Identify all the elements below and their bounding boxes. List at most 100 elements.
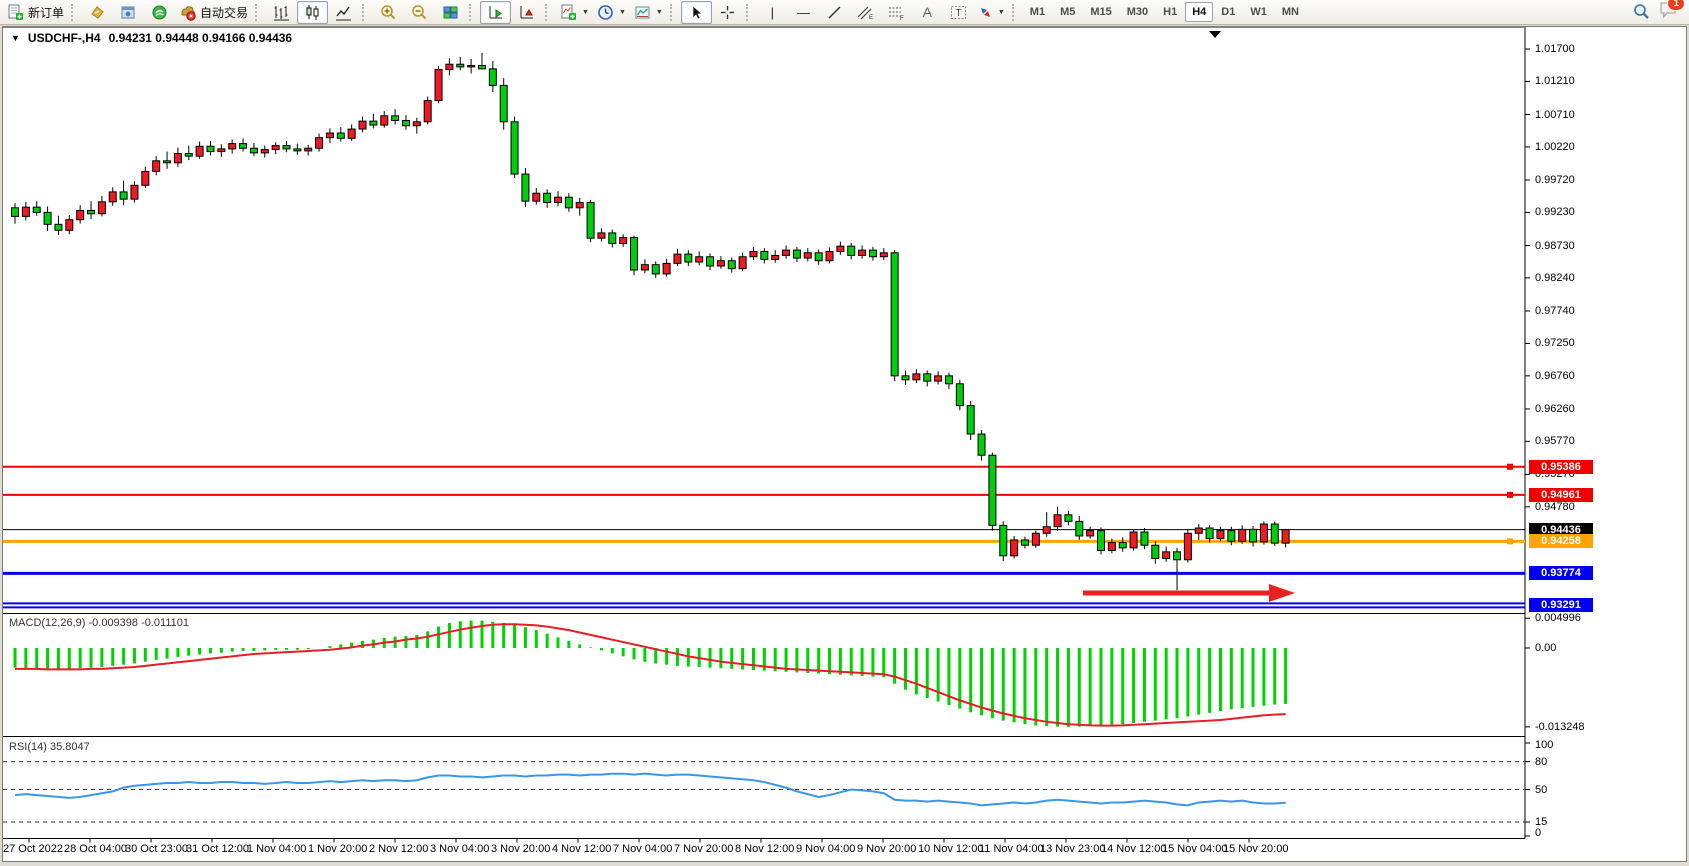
arrow-annotation[interactable] bbox=[1083, 584, 1295, 602]
notifications-button[interactable]: 1 bbox=[1659, 0, 1685, 23]
bear-candle bbox=[999, 524, 1008, 557]
line-price-badge: 0.93291 bbox=[1529, 598, 1593, 613]
price-axis-tick: 0.96260 bbox=[1535, 402, 1575, 415]
bear-candle bbox=[163, 160, 172, 164]
crosshair-icon bbox=[720, 5, 734, 19]
search-icon[interactable] bbox=[1633, 3, 1651, 21]
bull-candle bbox=[434, 69, 443, 102]
line-chart-button[interactable] bbox=[328, 1, 359, 24]
bull-candle bbox=[1162, 551, 1171, 559]
timeframe-button-m5[interactable]: M5 bbox=[1060, 6, 1076, 18]
auto-scroll-button[interactable] bbox=[480, 0, 512, 24]
timeframe-button-m30[interactable]: M30 bbox=[1126, 6, 1149, 18]
timeframe-button-m1[interactable]: M1 bbox=[1029, 6, 1046, 18]
bull-candle bbox=[1129, 531, 1138, 549]
bear-candle bbox=[336, 132, 345, 139]
price-line-objects[interactable] bbox=[3, 463, 1525, 609]
rsi-axis-tick: 50 bbox=[1535, 783, 1548, 796]
templates-button[interactable]: ▼ bbox=[630, 1, 667, 24]
macd-axis-tick: -0.013248 bbox=[1535, 720, 1585, 733]
new-order-button[interactable]: 新订单 bbox=[3, 1, 68, 24]
bear-candle bbox=[684, 253, 693, 263]
bull-candle bbox=[640, 264, 649, 271]
timeframe-button-d1[interactable]: D1 bbox=[1221, 6, 1236, 18]
toolbar-grip bbox=[545, 3, 551, 21]
text-label-tool-button[interactable]: T bbox=[943, 1, 974, 24]
bear-candle bbox=[651, 264, 660, 275]
crosshair-tool-button[interactable] bbox=[712, 1, 743, 24]
price-axis-tick: 0.97740 bbox=[1535, 305, 1575, 317]
bull-candle bbox=[1031, 532, 1040, 546]
chart-shift-marker[interactable] bbox=[1209, 31, 1221, 38]
zoom-out-button[interactable] bbox=[404, 1, 435, 24]
candlestick-chart-button[interactable] bbox=[297, 0, 329, 24]
bull-candle bbox=[934, 375, 943, 382]
bear-candle bbox=[1140, 531, 1149, 546]
periods-button[interactable]: ▼ bbox=[593, 1, 630, 24]
timeframe-button-m15[interactable]: M15 bbox=[1090, 6, 1112, 18]
bear-candle bbox=[630, 237, 639, 271]
bull-candle bbox=[21, 206, 30, 217]
bear-candle bbox=[814, 252, 823, 262]
bear-candle bbox=[706, 256, 715, 267]
bear-candle bbox=[239, 143, 248, 149]
autotrading-icon bbox=[181, 5, 196, 21]
bull-candle bbox=[912, 373, 921, 381]
price-axis-tick: 0.95770 bbox=[1535, 435, 1575, 448]
arrows-tool-button[interactable]: ▼ bbox=[974, 1, 1009, 24]
bar-chart-button[interactable] bbox=[266, 1, 297, 24]
macd-axis-tick: 0.004996 bbox=[1535, 612, 1581, 625]
indicators-button[interactable]: ▼ bbox=[556, 1, 593, 24]
time-axis-label: 15 Nov 04:00 bbox=[1162, 843, 1228, 855]
macd-axis-tick: 0.00 bbox=[1535, 642, 1557, 654]
time-axis-label: 27 Oct 2022 bbox=[3, 843, 63, 855]
autotrading-button[interactable]: 自动交易 bbox=[175, 1, 252, 24]
text-label-icon: T bbox=[950, 5, 966, 19]
price-axis-tick: 0.99230 bbox=[1535, 206, 1575, 219]
price-axis-tick: 0.94780 bbox=[1535, 500, 1575, 513]
bear-candle bbox=[54, 223, 63, 231]
zoom-in-icon bbox=[381, 4, 396, 19]
bear-candle bbox=[727, 260, 736, 270]
macd-histogram bbox=[13, 620, 1288, 727]
vertical-line-icon: | bbox=[770, 4, 775, 20]
chart-shift-button[interactable] bbox=[511, 1, 542, 24]
timeframe-button-w1[interactable]: W1 bbox=[1250, 6, 1267, 18]
toolbar-grip bbox=[745, 3, 752, 21]
chevron-down-icon: ▼ bbox=[655, 8, 663, 16]
data-window-button[interactable] bbox=[113, 1, 144, 24]
price-axis-tick: 1.00220 bbox=[1535, 140, 1575, 153]
vertical-line-tool-button[interactable]: | bbox=[757, 1, 788, 24]
timeframe-button-h4[interactable]: H4 bbox=[1185, 2, 1214, 22]
chart-ohlc-values: 0.94231 0.94448 0.94166 0.94436 bbox=[108, 31, 293, 45]
candles-group bbox=[11, 52, 1290, 591]
line-price-badge: 0.93774 bbox=[1529, 566, 1593, 581]
bull-candle bbox=[97, 201, 106, 215]
timeframe-button-h1[interactable]: H1 bbox=[1163, 6, 1178, 18]
tile-windows-button[interactable] bbox=[435, 1, 466, 24]
bull-candle bbox=[1042, 526, 1051, 534]
trendline-tool-button[interactable] bbox=[819, 1, 850, 24]
arrows-icon bbox=[980, 7, 990, 17]
bull-candle bbox=[76, 209, 85, 221]
zoom-in-button[interactable] bbox=[373, 1, 404, 24]
bear-candle bbox=[608, 232, 617, 245]
text-tool-button[interactable]: A bbox=[912, 1, 943, 24]
cursor-tool-button[interactable] bbox=[680, 0, 712, 24]
price-axis-tick: 0.97250 bbox=[1535, 337, 1575, 350]
horizontal-line-tool-button[interactable]: — bbox=[788, 1, 819, 24]
bull-candle bbox=[738, 256, 747, 270]
market-watch-button[interactable] bbox=[82, 1, 113, 24]
bear-candle bbox=[1227, 530, 1236, 542]
timeframe-group: M1 M5 M15 M30 H1 H4 D1 W1 MN bbox=[1023, 2, 1306, 22]
channel-tool-button[interactable]: E bbox=[850, 1, 881, 24]
bull-candle bbox=[858, 249, 867, 256]
chart-menu-triangle-icon[interactable]: ▼ bbox=[11, 33, 20, 43]
timeframe-button-mn[interactable]: MN bbox=[1281, 6, 1299, 18]
fibonacci-tool-button[interactable]: F bbox=[881, 1, 912, 24]
chart-canvas[interactable] bbox=[3, 27, 1686, 861]
navigator-button[interactable] bbox=[144, 1, 175, 24]
time-axis-label: 1 Nov 04:00 bbox=[247, 843, 307, 855]
rsi-indicator-label: RSI(14) 35.8047 bbox=[9, 741, 90, 753]
